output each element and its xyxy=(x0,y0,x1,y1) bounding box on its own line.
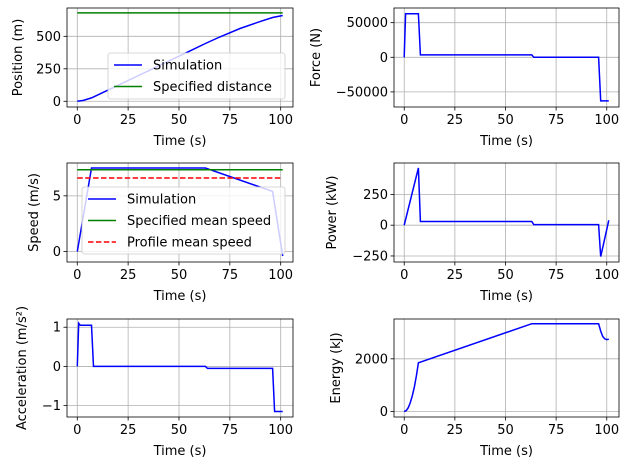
y-tick-label: 0 xyxy=(53,95,61,110)
x-tick-label: 100 xyxy=(268,268,293,283)
y-axis-label: Acceleration (m/s²) xyxy=(15,306,30,430)
x-tick-label: 75 xyxy=(222,423,239,438)
x-axis-label: Time (s) xyxy=(479,289,533,304)
legend: Simulation Specified distance xyxy=(107,52,286,100)
x-tick-label: 100 xyxy=(594,268,619,283)
x-axis-label: Time (s) xyxy=(479,134,533,149)
legend-box xyxy=(107,52,286,100)
x-tick-label: 0 xyxy=(400,113,408,128)
subplot-position: 0 25 50 75 100 0 250 500 Time (s) Position (m) Sim… xyxy=(11,7,294,149)
x-tick-label: 75 xyxy=(548,113,565,128)
y-tick-label: 250 xyxy=(36,62,61,77)
subplot-acceleration: 0 25 50 75 100 −1 0 1 Time (s) Acceleration (m/s²… xyxy=(15,306,294,459)
x-tick-label: 0 xyxy=(400,268,408,283)
y-tick-label: 0 xyxy=(380,405,388,420)
legend-box xyxy=(81,186,286,255)
y-tick-label: 500 xyxy=(36,30,61,45)
x-tick-label: 75 xyxy=(222,268,239,283)
x-tick-label: 0 xyxy=(73,113,81,128)
x-tick-label: 100 xyxy=(268,113,293,128)
y-tick-label: 2000 xyxy=(355,352,388,367)
y-tick-label: 1 xyxy=(53,321,61,336)
axes-frame xyxy=(393,318,620,418)
x-tick-label: 100 xyxy=(268,423,293,438)
y-axis-label: Speed (m/s) xyxy=(27,173,42,252)
y-tick-label: 0 xyxy=(53,245,61,260)
y-tick-label: 0 xyxy=(53,360,61,375)
axes-frame xyxy=(66,162,294,263)
y-tick-label: −250 xyxy=(352,249,388,264)
axes-frame xyxy=(66,318,294,418)
y-axis-label: Position (m) xyxy=(11,19,26,97)
x-tick-label: 50 xyxy=(497,423,514,438)
plot-area xyxy=(394,163,619,262)
legend: Simulation Specified mean speed Profile me… xyxy=(81,186,286,255)
series-line-simulation xyxy=(76,321,283,413)
x-tick-label: 25 xyxy=(120,268,137,283)
x-tick-label: 75 xyxy=(222,113,239,128)
axes-frame xyxy=(393,162,620,263)
x-tick-label: 50 xyxy=(171,113,188,128)
x-tick-label: 0 xyxy=(400,423,408,438)
x-tick-label: 25 xyxy=(447,268,464,283)
x-tick-label: 50 xyxy=(497,268,514,283)
y-tick-label: −1 xyxy=(42,399,61,414)
y-tick-label: 0 xyxy=(380,51,388,66)
y-axis-label: Power (kW) xyxy=(325,176,340,250)
x-axis-label: Time (s) xyxy=(479,444,533,459)
x-tick-label: 25 xyxy=(120,113,137,128)
legend-label: Simulation xyxy=(127,193,196,208)
y-tick-label: 250 xyxy=(363,188,388,203)
x-axis-label: Time (s) xyxy=(153,134,207,149)
legend-label: Simulation xyxy=(153,59,222,74)
y-axis-label: Energy (kJ) xyxy=(329,332,344,403)
x-tick-label: 100 xyxy=(594,113,619,128)
x-axis-label: Time (s) xyxy=(153,444,207,459)
y-tick-label: 5 xyxy=(53,189,61,204)
y-axis-label: Force (N) xyxy=(309,28,324,87)
subplot-speed: 0 25 50 75 100 0 5 Time (s) Speed (m/s) Simulatio… xyxy=(27,162,294,304)
x-tick-label: 50 xyxy=(171,268,188,283)
y-tick-label: 0 xyxy=(380,219,388,234)
x-tick-label: 25 xyxy=(120,423,137,438)
x-tick-label: 25 xyxy=(447,113,464,128)
y-tick-label: 50000 xyxy=(347,16,388,31)
series-line-simulation xyxy=(403,167,610,257)
x-tick-label: 75 xyxy=(548,268,565,283)
x-tick-label: 25 xyxy=(447,423,464,438)
subplot-energy: 0 25 50 75 100 0 2000 Time (s) Energy (kJ) xyxy=(329,318,620,459)
y-tick-label: −50000 xyxy=(336,85,388,100)
legend-label: Profile mean speed xyxy=(127,236,252,251)
x-tick-label: 50 xyxy=(497,113,514,128)
x-tick-label: 0 xyxy=(73,268,81,283)
axes-frame xyxy=(66,7,294,108)
x-tick-label: 100 xyxy=(594,423,619,438)
legend-label: Specified mean speed xyxy=(127,214,271,229)
x-tick-label: 0 xyxy=(73,423,81,438)
legend-label: Specified distance xyxy=(153,80,272,95)
axes-frame xyxy=(393,7,620,108)
plot-area xyxy=(394,319,619,417)
x-tick-label: 75 xyxy=(548,423,565,438)
x-tick-label: 50 xyxy=(171,423,188,438)
series-line-simulation xyxy=(403,12,609,102)
subplot-power: 0 25 50 75 100 −250 0 250 Time (s) Power (kW) xyxy=(325,162,620,304)
subplot-force: 0 25 50 75 100 −50000 0 50000 Time (s) Force (N) xyxy=(309,7,620,149)
series-line-simulation xyxy=(403,322,609,413)
x-axis-label: Time (s) xyxy=(153,289,207,304)
